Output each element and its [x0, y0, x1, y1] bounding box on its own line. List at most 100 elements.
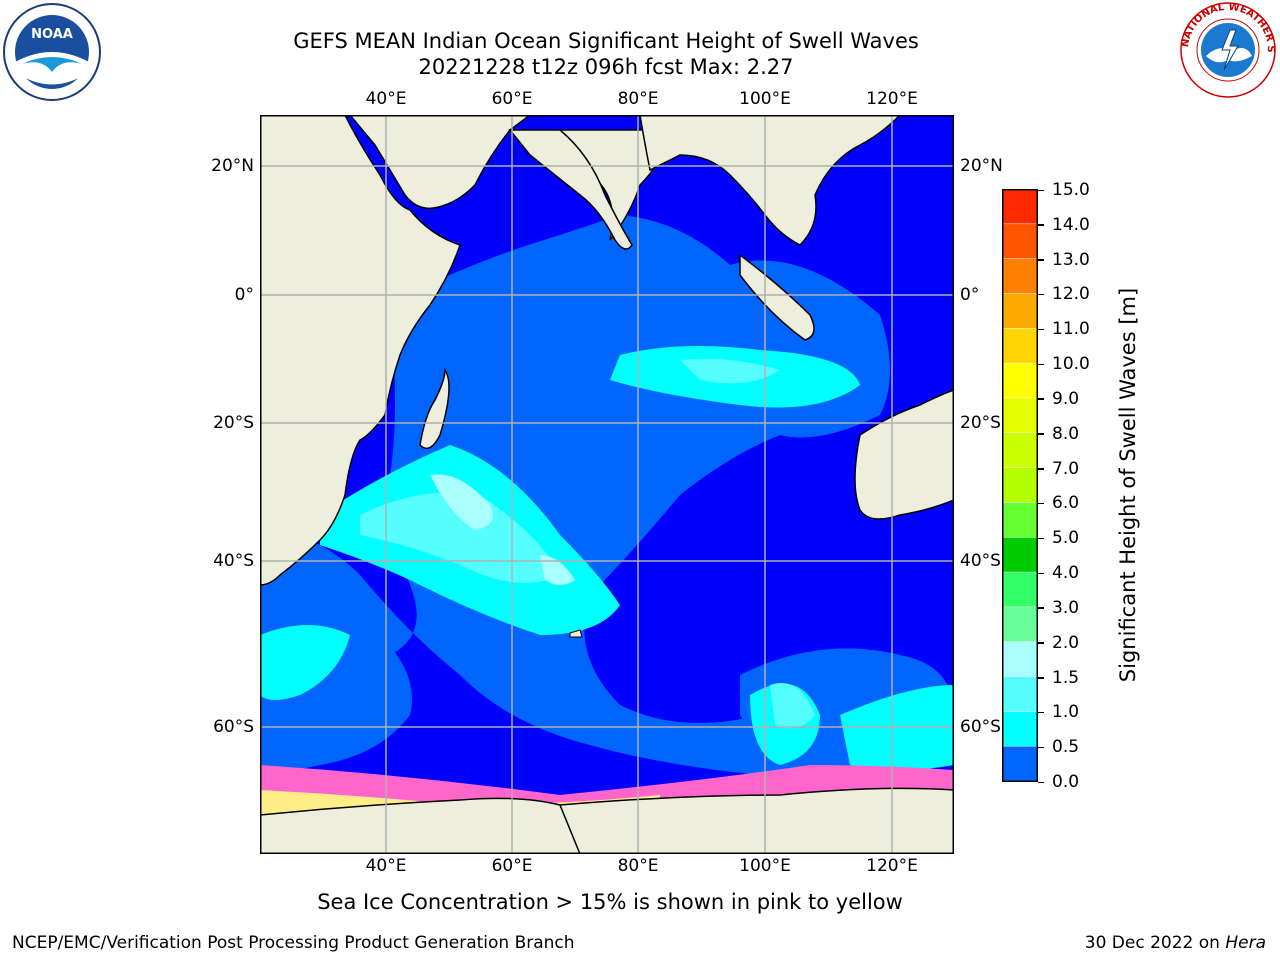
colorbar-cell	[1002, 676, 1038, 712]
colorbar-cell	[1002, 467, 1038, 503]
nws-logo: NATIONAL WEATHER SERVICE	[1178, 0, 1276, 98]
lat-tick-right: 20°N	[960, 156, 1003, 176]
colorbar-tick-mark	[1038, 398, 1044, 400]
credit-text: NCEP/EMC/Verification Post Processing Pr…	[12, 933, 575, 953]
colorbar-tick-mark	[1038, 781, 1044, 783]
swell-height-map	[260, 115, 954, 854]
graticule	[260, 115, 954, 854]
colorbar-tick: 3.0	[1052, 597, 1080, 618]
colorbar-tick-mark	[1038, 259, 1044, 261]
colorbar-cell	[1002, 572, 1038, 608]
colorbar-cell	[1002, 258, 1038, 294]
colorbar-tick-mark	[1038, 224, 1044, 226]
date-text: 30 Dec 2022 on Hera	[1085, 933, 1266, 953]
date-value: 30 Dec 2022 on	[1084, 933, 1226, 953]
colorbar-tick: 0.5	[1052, 737, 1080, 758]
colorbar-tick-mark	[1038, 711, 1044, 714]
lon-tick-top: 120°E	[866, 89, 918, 109]
colorbar-tick-mark	[1038, 468, 1044, 470]
lon-tick-bottom: 60°E	[491, 856, 533, 876]
colorbar-tick: 10.0	[1052, 354, 1090, 375]
swell-zone-1.5-2.0	[680, 358, 780, 384]
colorbar-cell	[1002, 189, 1038, 225]
colorbar-tick-mark	[1038, 502, 1044, 505]
colorbar-tick: 8.0	[1052, 423, 1080, 444]
colorbar-tick-mark	[1038, 328, 1044, 331]
lat-tick-right: 40°S	[960, 551, 1001, 571]
swell-zone-2.0-3.0	[540, 555, 575, 585]
sea-ice-footnote: Sea Ice Concentration > 15% is shown in …	[317, 890, 903, 914]
noaa-logo-text: NOAA	[31, 27, 73, 42]
swell-zone-1.0-1.5	[260, 625, 350, 700]
lon-tick-top: 80°E	[617, 89, 659, 109]
lat-tick-left: 40°S	[213, 551, 254, 571]
colorbar-tick: 13.0	[1052, 249, 1090, 270]
land-australia	[854, 389, 954, 520]
colorbar-cell	[1002, 432, 1038, 469]
lon-tick-top: 60°E	[491, 89, 533, 109]
colorbar-tick-mark	[1038, 433, 1044, 435]
colorbar-tick: 7.0	[1052, 458, 1080, 479]
lat-tick-right: 20°S	[960, 413, 1001, 433]
swell-zone-1.5-2.0	[770, 683, 815, 729]
colorbar-tick: 12.0	[1052, 284, 1090, 305]
colorbar-cell	[1002, 746, 1038, 782]
colorbar-tick: 15.0	[1052, 180, 1090, 200]
land-arabia	[349, 115, 532, 210]
lat-tick-right: 0°	[960, 285, 980, 305]
colorbar-cell	[1002, 223, 1038, 260]
colorbar-tick: 6.0	[1052, 493, 1080, 514]
colorbar-cell	[1002, 397, 1038, 434]
colorbar-tick: 1.0	[1052, 702, 1080, 723]
map-frame	[260, 115, 954, 854]
colorbar-tick-mark	[1038, 189, 1044, 191]
colorbar-tick-mark	[1038, 746, 1044, 749]
lat-tick-left: 60°S	[213, 717, 254, 737]
colorbar-cell	[1002, 502, 1038, 538]
lat-tick-right: 60°S	[960, 717, 1001, 737]
colorbar-tick-mark	[1038, 293, 1044, 296]
colorbar-tick: 1.5	[1052, 667, 1080, 688]
noaa-logo: NOAA	[3, 3, 101, 101]
land-sumatra	[739, 253, 815, 341]
colorbar-tick-mark	[1038, 572, 1044, 575]
lon-tick-bottom: 120°E	[866, 856, 918, 876]
lon-tick-bottom: 40°E	[365, 856, 407, 876]
colorbar-tick: 11.0	[1052, 319, 1090, 340]
colorbar-tick: 2.0	[1052, 632, 1080, 653]
colorbar-tick-mark	[1038, 607, 1044, 609]
colorbar-tick: 5.0	[1052, 528, 1080, 549]
colorbar-tick: 4.0	[1052, 563, 1080, 584]
colorbar-tick: 0.0	[1052, 772, 1080, 792]
chart-subtitle: 20221228 t12z 096h fcst Max: 2.27	[418, 55, 794, 79]
swell-zone-2.0-3.0	[430, 474, 493, 530]
machine-name: Hera	[1225, 933, 1266, 953]
colorbar-tick-mark	[1038, 363, 1044, 366]
lat-tick-left: 20°S	[213, 413, 254, 433]
lon-tick-top: 100°E	[739, 89, 791, 109]
land-madagascar	[419, 367, 450, 450]
colorbar-cell	[1002, 537, 1038, 573]
land-kerguelen	[569, 629, 583, 638]
chart-title: GEFS MEAN Indian Ocean Significant Heigh…	[293, 29, 919, 53]
land-india	[508, 129, 633, 250]
lon-tick-bottom: 100°E	[739, 856, 791, 876]
colorbar-cell	[1002, 363, 1038, 399]
colorbar-tick: 14.0	[1052, 214, 1090, 235]
land-africa	[260, 115, 461, 586]
colorbar-cell	[1002, 641, 1038, 678]
lat-tick-left: 0°	[234, 285, 254, 305]
colorbar-cell	[1002, 606, 1038, 643]
colorbar	[1002, 189, 1038, 782]
lat-tick-left: 20°N	[211, 156, 254, 176]
colorbar-tick-mark	[1038, 677, 1044, 679]
lon-tick-bottom: 80°E	[617, 856, 659, 876]
colorbar-cell	[1002, 293, 1038, 329]
lon-tick-top: 40°E	[365, 89, 407, 109]
colorbar-cell	[1002, 328, 1038, 364]
colorbar-cell	[1002, 711, 1038, 747]
colorbar-tick-mark	[1038, 537, 1044, 540]
colorbar-label: Significant Height of Swell Waves [m]	[1116, 287, 1140, 683]
colorbar-tick-mark	[1038, 642, 1044, 644]
colorbar-tick: 9.0	[1052, 388, 1080, 409]
